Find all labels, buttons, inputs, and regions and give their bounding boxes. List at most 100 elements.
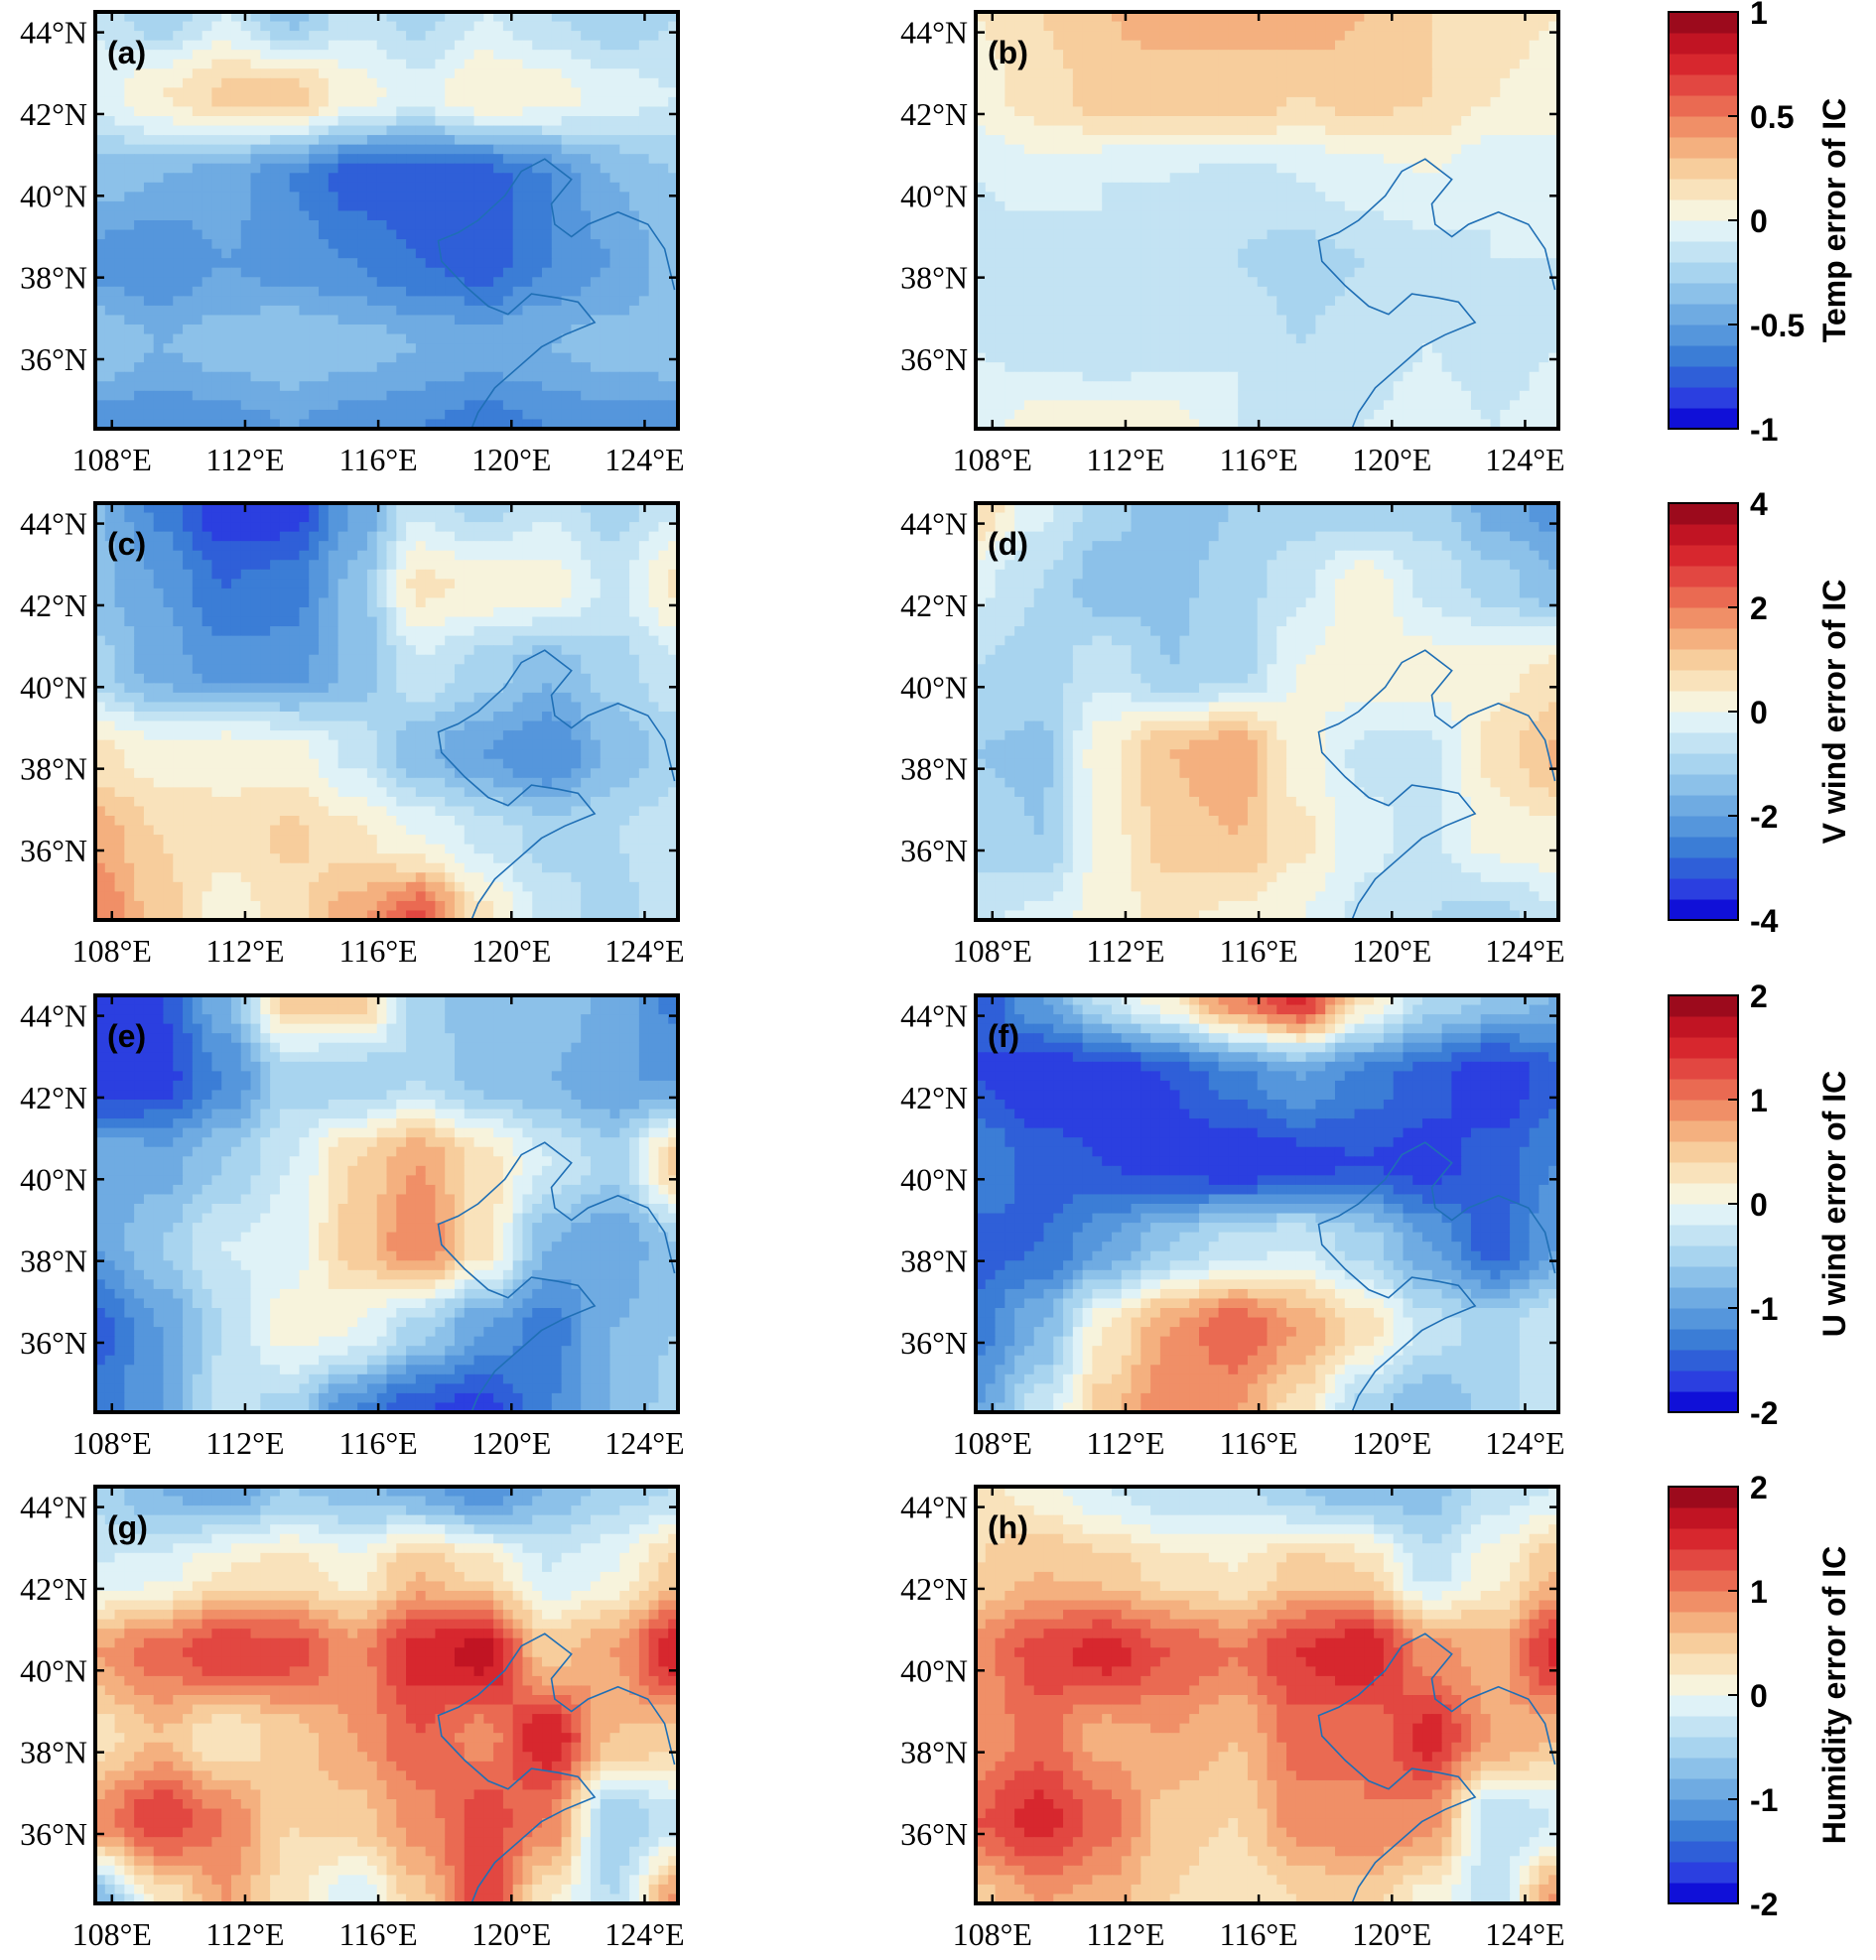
lon-tick-label: 124°E (1485, 1916, 1564, 1952)
lat-tick-label: 44°N (20, 506, 87, 542)
colorbar-segment (1669, 753, 1738, 775)
colorbar-segment (1669, 408, 1738, 430)
colorbar-segment (1669, 732, 1738, 754)
lon-tick-label: 108°E (72, 442, 152, 477)
colorbar-segment (1669, 857, 1738, 879)
colorbar-title: Humidity error of IC (1816, 1546, 1852, 1844)
lat-tick-label: 44°N (900, 1490, 968, 1525)
colorbar: 1 0.5 0 -0.5 -1 Temp error of IC (1668, 0, 1852, 448)
colorbar-tick-label: -2 (1750, 1395, 1778, 1431)
colorbar-segment (1669, 1079, 1738, 1101)
colorbar-segment (1669, 1653, 1738, 1675)
lat-tick-label: 40°N (900, 1652, 968, 1688)
colorbar-segment (1669, 995, 1738, 1017)
colorbar-tick-label: -2 (1750, 1887, 1778, 1922)
colorbar: 2 1 0 -1 -2 Humidity error of IC (1668, 1470, 1852, 1922)
colorbar-segment (1669, 774, 1738, 796)
coastline (437, 158, 676, 429)
panel-frame (93, 501, 680, 922)
lat-tick-label: 44°N (20, 998, 87, 1034)
colorbar-segment (1669, 670, 1738, 692)
colorbar-tick-label: -4 (1750, 903, 1779, 939)
colorbar-segment (1669, 95, 1738, 117)
colorbar-tick-label: 2 (1750, 590, 1768, 626)
lon-tick-label: 112°E (1086, 1425, 1164, 1461)
lat-tick-label: 36°N (20, 1325, 87, 1361)
lon-tick-label: 124°E (604, 1425, 684, 1461)
lat-tick-label: 38°N (900, 751, 968, 787)
colorbar-segment (1669, 837, 1738, 858)
colorbar-segment (1669, 1391, 1738, 1413)
lon-tick-label: 120°E (471, 1425, 551, 1461)
colorbar-segment (1669, 304, 1738, 326)
lon-tick-label: 108°E (953, 442, 1032, 477)
colorbar-tick-label: 0 (1750, 695, 1768, 730)
map-panel-c: 108°E 112°E 116°E 120°E 124°E 44°N 42°N 40°N 38°… (20, 501, 685, 969)
colorbar-segment (1669, 607, 1738, 629)
map-panel-e: 108°E 112°E 116°E 120°E 124°E 44°N 42°N 40°N 38°… (20, 993, 685, 1461)
colorbar-segment (1669, 1799, 1738, 1821)
lat-tick-label: 44°N (900, 15, 968, 51)
colorbar-tick-label: 0 (1750, 203, 1768, 239)
error-field (976, 995, 1558, 1412)
colorbar-tick-label: -1 (1750, 412, 1778, 448)
panel-label: (h) (988, 1509, 1028, 1545)
lat-tick-label: 44°N (20, 1490, 87, 1525)
panel-frame (93, 10, 680, 431)
lon-tick-label: 116°E (1220, 1916, 1298, 1952)
colorbar-segment (1669, 179, 1738, 200)
lat-tick-label: 44°N (20, 15, 87, 51)
coastline (437, 649, 676, 920)
lon-tick-label: 108°E (953, 1916, 1032, 1952)
lat-tick-label: 38°N (900, 260, 968, 296)
colorbar-segment (1669, 795, 1738, 817)
error-field (95, 995, 678, 1412)
colorbar-tick-label: 2 (1750, 1470, 1768, 1505)
lat-tick-label: 40°N (900, 178, 968, 213)
lat-tick-label: 36°N (900, 833, 968, 868)
colorbar-segment (1669, 1120, 1738, 1142)
lon-tick-label: 124°E (1485, 1425, 1564, 1461)
lat-tick-label: 42°N (20, 96, 87, 132)
lon-tick-label: 112°E (205, 442, 284, 477)
lat-tick-label: 36°N (20, 1816, 87, 1852)
colorbar-segment (1669, 1633, 1738, 1654)
lat-tick-label: 44°N (900, 506, 968, 542)
colorbar-segment (1669, 691, 1738, 713)
colorbar-segment (1669, 545, 1738, 567)
lon-tick-label: 112°E (205, 1425, 284, 1461)
colorbar-segment (1669, 1716, 1738, 1738)
colorbar-segment (1669, 1591, 1738, 1613)
colorbar-segment (1669, 33, 1738, 55)
panel-frame (974, 10, 1560, 431)
panel-label: (a) (107, 35, 146, 70)
lon-tick-label: 124°E (1485, 442, 1564, 477)
lat-tick-label: 38°N (20, 1735, 87, 1770)
panel-label: (f) (988, 1018, 1019, 1054)
colorbar-segment (1669, 1528, 1738, 1550)
colorbar-segment (1669, 1329, 1738, 1351)
coastline (1317, 1633, 1556, 1903)
lat-tick-label: 42°N (20, 588, 87, 623)
panel-frame (93, 993, 680, 1414)
lon-tick-label: 116°E (339, 1916, 418, 1952)
error-field (976, 12, 1558, 429)
lat-tick-label: 38°N (900, 1735, 968, 1770)
colorbar-segment (1669, 137, 1738, 159)
lat-tick-label: 36°N (900, 341, 968, 377)
lon-tick-label: 108°E (72, 1425, 152, 1461)
colorbar-segment (1669, 649, 1738, 671)
panel-label: (c) (107, 526, 146, 562)
colorbar-segment (1669, 1162, 1738, 1184)
panel-frame (974, 993, 1560, 1414)
colorbar-segment (1669, 366, 1738, 388)
colorbar-segment (1669, 1507, 1738, 1529)
lat-tick-label: 40°N (20, 1652, 87, 1688)
colorbar-tick-label: -0.5 (1750, 308, 1805, 343)
coastline (437, 1141, 676, 1412)
colorbar-segment (1669, 1204, 1738, 1226)
lon-tick-label: 116°E (1220, 442, 1298, 477)
lon-tick-label: 120°E (1352, 1425, 1431, 1461)
colorbar-tick-label: -1 (1750, 1291, 1778, 1327)
panel-frame (93, 1485, 680, 1905)
